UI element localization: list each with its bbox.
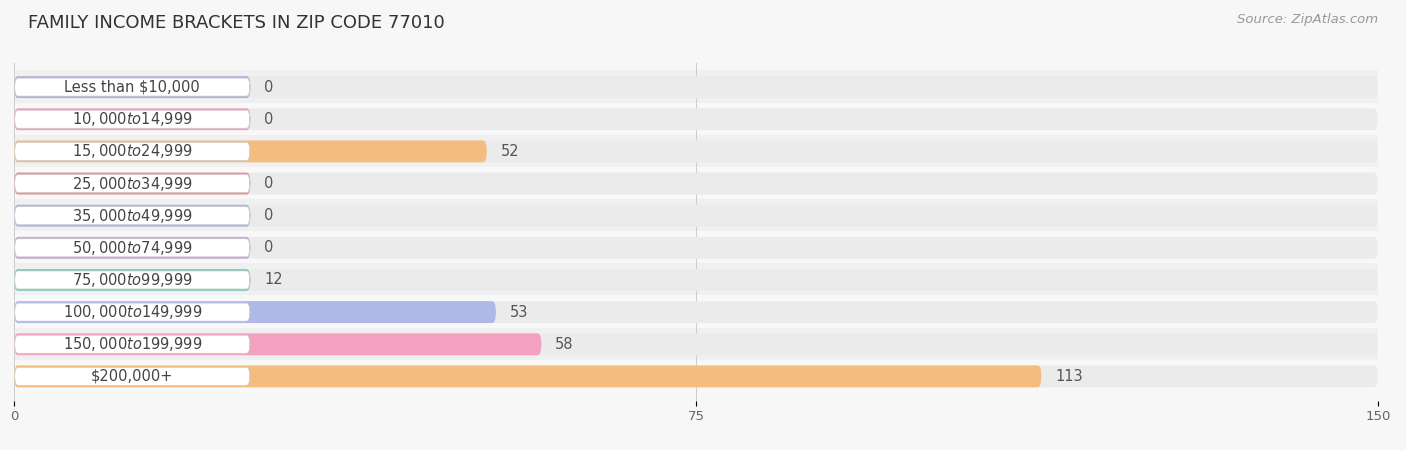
Text: 0: 0 (264, 112, 274, 127)
FancyBboxPatch shape (14, 367, 250, 385)
FancyBboxPatch shape (14, 140, 486, 162)
FancyBboxPatch shape (14, 237, 1378, 259)
FancyBboxPatch shape (14, 142, 250, 160)
Text: FAMILY INCOME BRACKETS IN ZIP CODE 77010: FAMILY INCOME BRACKETS IN ZIP CODE 77010 (28, 14, 444, 32)
FancyBboxPatch shape (14, 271, 250, 289)
Text: $200,000+: $200,000+ (91, 369, 173, 384)
Text: 12: 12 (264, 272, 283, 288)
FancyBboxPatch shape (14, 108, 250, 130)
FancyBboxPatch shape (0, 231, 1396, 265)
FancyBboxPatch shape (14, 335, 250, 353)
FancyBboxPatch shape (14, 140, 1378, 162)
Text: $100,000 to $149,999: $100,000 to $149,999 (62, 303, 202, 321)
FancyBboxPatch shape (0, 70, 1396, 104)
FancyBboxPatch shape (0, 263, 1396, 297)
FancyBboxPatch shape (14, 110, 250, 128)
FancyBboxPatch shape (0, 360, 1396, 393)
Text: $10,000 to $14,999: $10,000 to $14,999 (72, 110, 193, 128)
Text: 0: 0 (264, 80, 274, 94)
FancyBboxPatch shape (14, 269, 1378, 291)
FancyBboxPatch shape (14, 333, 1378, 355)
FancyBboxPatch shape (0, 167, 1396, 200)
Text: 53: 53 (509, 305, 529, 320)
Text: $35,000 to $49,999: $35,000 to $49,999 (72, 207, 193, 225)
FancyBboxPatch shape (14, 173, 250, 194)
Text: $50,000 to $74,999: $50,000 to $74,999 (72, 239, 193, 257)
FancyBboxPatch shape (14, 333, 541, 355)
FancyBboxPatch shape (14, 173, 1378, 194)
FancyBboxPatch shape (14, 108, 1378, 130)
Text: 52: 52 (501, 144, 519, 159)
FancyBboxPatch shape (14, 301, 1378, 323)
FancyBboxPatch shape (14, 78, 250, 96)
FancyBboxPatch shape (14, 365, 1042, 387)
FancyBboxPatch shape (14, 237, 250, 259)
FancyBboxPatch shape (14, 269, 250, 291)
FancyBboxPatch shape (0, 103, 1396, 136)
FancyBboxPatch shape (14, 205, 1378, 227)
Text: $150,000 to $199,999: $150,000 to $199,999 (62, 335, 202, 353)
FancyBboxPatch shape (0, 328, 1396, 361)
FancyBboxPatch shape (14, 175, 250, 193)
Text: 0: 0 (264, 240, 274, 255)
FancyBboxPatch shape (0, 199, 1396, 232)
FancyBboxPatch shape (14, 301, 496, 323)
Text: 113: 113 (1054, 369, 1083, 384)
Text: $25,000 to $34,999: $25,000 to $34,999 (72, 175, 193, 193)
Text: 0: 0 (264, 208, 274, 223)
FancyBboxPatch shape (14, 76, 1378, 98)
FancyBboxPatch shape (14, 205, 250, 227)
FancyBboxPatch shape (14, 76, 250, 98)
Text: $15,000 to $24,999: $15,000 to $24,999 (72, 142, 193, 160)
FancyBboxPatch shape (14, 239, 250, 257)
FancyBboxPatch shape (14, 365, 1378, 387)
Text: 58: 58 (555, 337, 574, 352)
Text: $75,000 to $99,999: $75,000 to $99,999 (72, 271, 193, 289)
Text: Less than $10,000: Less than $10,000 (65, 80, 200, 94)
Text: 0: 0 (264, 176, 274, 191)
FancyBboxPatch shape (0, 135, 1396, 168)
Text: Source: ZipAtlas.com: Source: ZipAtlas.com (1237, 14, 1378, 27)
FancyBboxPatch shape (14, 207, 250, 225)
FancyBboxPatch shape (0, 295, 1396, 329)
FancyBboxPatch shape (14, 303, 250, 321)
